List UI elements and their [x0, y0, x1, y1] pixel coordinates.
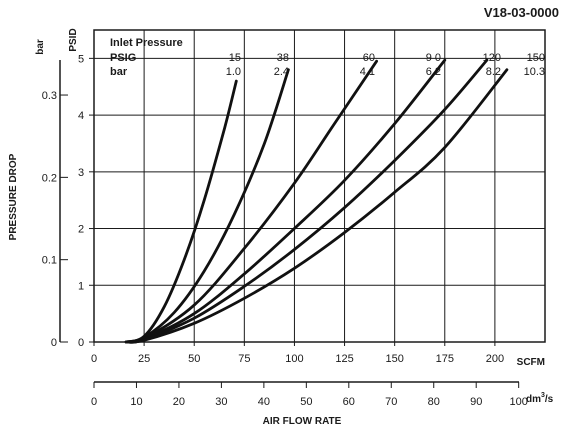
- dm3s-unit-label: dm3/s: [526, 392, 554, 405]
- curve-120-psig: [124, 58, 489, 344]
- plot-frame: [93, 29, 546, 343]
- bar-unit-label: bar: [35, 39, 46, 55]
- curve-150-psig: [124, 68, 509, 344]
- legend-bar-label: bar: [110, 66, 128, 78]
- bar-tick-label: 0.3: [42, 90, 57, 102]
- curve-90-psig: [124, 58, 447, 344]
- dm3s-tick-label: 80: [428, 396, 440, 408]
- dm3s-tick-label: 70: [385, 396, 397, 408]
- legend-bar-value: 1.0: [226, 66, 241, 78]
- dm3s-tick-label: 100: [509, 396, 527, 408]
- legend-psig-value: 150: [527, 52, 545, 64]
- x-tick-label: 0: [91, 353, 97, 365]
- x-tick-label: 50: [188, 353, 200, 365]
- legend-psig-value: 15: [229, 52, 241, 64]
- legend-bar-value: 8.2: [486, 66, 501, 78]
- x-tick-label: 200: [486, 353, 504, 365]
- x-tick-label: 75: [238, 353, 250, 365]
- dm3s-tick-label: 60: [343, 396, 355, 408]
- x-tick-label: 125: [335, 353, 353, 365]
- y-tick-label: 0: [78, 337, 84, 349]
- legend-psig-label: PSIG: [110, 52, 136, 64]
- grid: [94, 30, 545, 342]
- x-tick-label: 100: [285, 353, 303, 365]
- dm3s-tick-label: 10: [130, 396, 142, 408]
- y-tick-label: 2: [78, 224, 84, 236]
- x-tick-label: 175: [436, 353, 454, 365]
- y-tick-label: 1: [78, 280, 84, 292]
- curve-38-psig: [124, 68, 290, 344]
- dm3s-tick-label: 40: [258, 396, 270, 408]
- dm3s-tick-label: 50: [300, 396, 312, 408]
- legend-title: Inlet Pressure: [110, 37, 183, 49]
- legend-psig-value: 9 0: [426, 52, 441, 64]
- psid-unit-label: PSID: [68, 28, 79, 51]
- legend: Inlet Pressure PSIG bar 15 38 60 9 0 120 1501…: [110, 37, 545, 78]
- y-tick-label: 4: [78, 110, 84, 122]
- x-axis-title: AIR FLOW RATE: [263, 416, 342, 427]
- y-tick-label: 3: [78, 167, 84, 179]
- legend-psig-value: 38: [277, 52, 289, 64]
- y-axis-title: PRESSURE DROP: [8, 153, 19, 240]
- bar-tick-label: 0.1: [42, 255, 57, 267]
- curve-60-psig: [124, 59, 378, 344]
- dm3s-tick-label: 90: [470, 396, 482, 408]
- bar-tick-label: 0.2: [42, 172, 57, 184]
- curves: [124, 58, 509, 344]
- legend-psig-value: 60: [363, 52, 375, 64]
- y-tick-label: 5: [78, 53, 84, 65]
- dm3s-tick-label: 30: [215, 396, 227, 408]
- scfm-unit-label: SCFM: [517, 357, 545, 368]
- dm3s-tick-label: 0: [91, 396, 97, 408]
- x-tick-label: 25: [138, 353, 150, 365]
- chart-code: V18-03-0000: [484, 5, 559, 20]
- bar-tick-label: 0: [51, 337, 57, 349]
- x-tick-label: 150: [385, 353, 403, 365]
- dm3s-tick-label: 20: [173, 396, 185, 408]
- legend-bar-value: 10.3: [524, 66, 545, 78]
- legend-bar-value: 2.4: [274, 66, 289, 78]
